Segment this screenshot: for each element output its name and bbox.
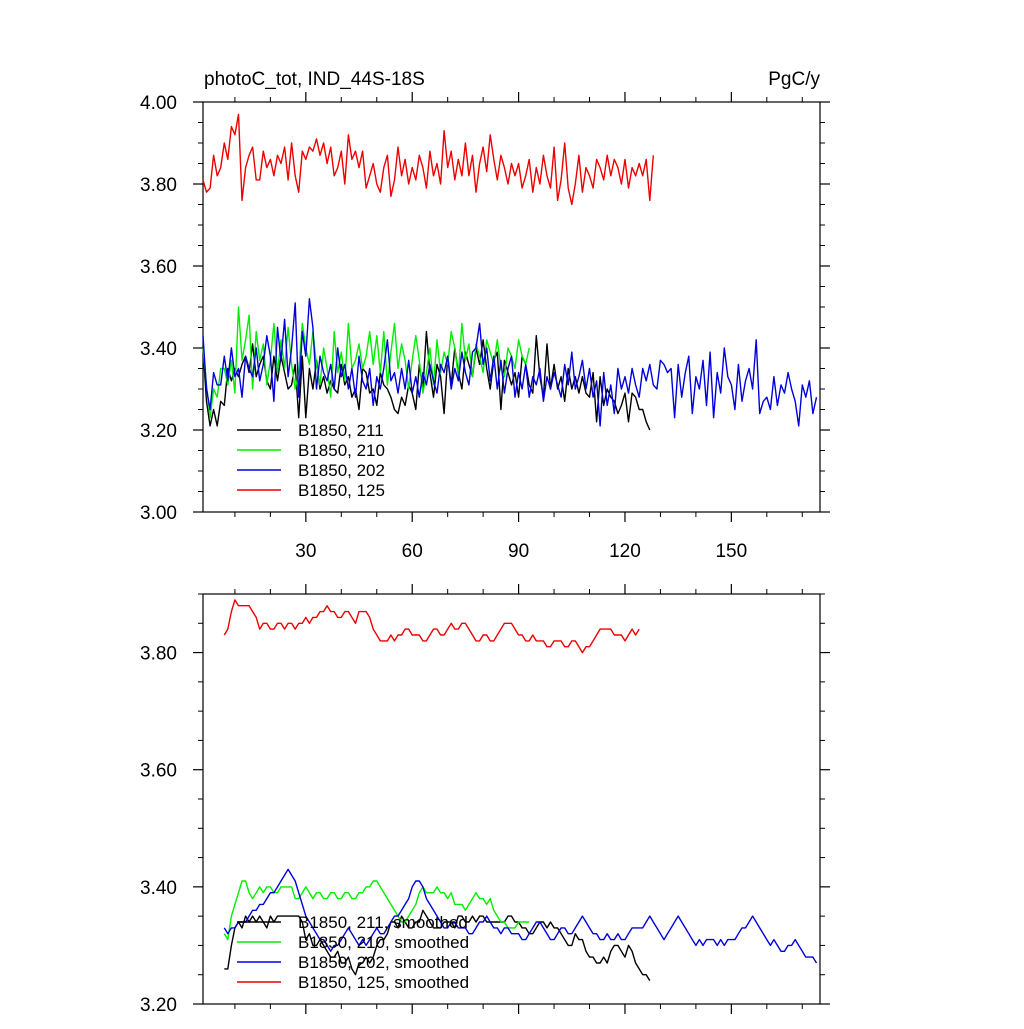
plot-frame (202, 593, 821, 1005)
x-tick-label: 60 (402, 541, 423, 562)
series-line (202, 330, 651, 431)
y-tick-label: 3.20 (140, 421, 177, 442)
y-tick-label: 3.40 (140, 339, 177, 360)
x-tick-label: 120 (609, 541, 641, 562)
series-line (223, 599, 640, 654)
y-tick-label: 3.20 (140, 995, 177, 1016)
panel-top: 3.00 3.20 3.40 3.60 3.80 4.00 30 60 90 120 150 B185… (140, 92, 830, 562)
legend-label: B1850, 210 (298, 441, 385, 460)
series-line (202, 306, 530, 419)
series-line (202, 298, 818, 427)
series-line (202, 113, 654, 206)
chart-title: photoC_tot, IND_44S-18S (204, 69, 425, 90)
x-tick-label: 30 (295, 541, 316, 562)
series-line (223, 868, 818, 964)
series-line (224, 909, 651, 981)
x-tick-label: 90 (508, 541, 529, 562)
legend-label: B1850, 211, smoothed (298, 913, 468, 932)
y-tick-label: 3.00 (140, 503, 177, 524)
legend-label: B1850, 202 (298, 461, 385, 480)
x-tick-label: 150 (715, 541, 747, 562)
units-label: PgC/y (768, 69, 820, 90)
y-tick-label: 3.80 (140, 175, 177, 196)
legend-label: B1850, 210, smoothed (298, 933, 469, 952)
y-tick-label: 3.60 (140, 257, 177, 278)
legend-label: B1850, 125, smoothed (298, 973, 469, 992)
series-line (223, 880, 530, 941)
legend-label: B1850, 202, smoothed (298, 953, 469, 972)
y-tick-label: 4.00 (140, 93, 177, 114)
y-tick-label: 3.80 (140, 644, 177, 665)
legend-label: B1850, 211 (298, 421, 384, 440)
y-tick-label: 3.40 (140, 878, 177, 899)
legend-label: B1850, 125 (298, 481, 385, 500)
y-tick-label: 3.60 (140, 761, 177, 782)
